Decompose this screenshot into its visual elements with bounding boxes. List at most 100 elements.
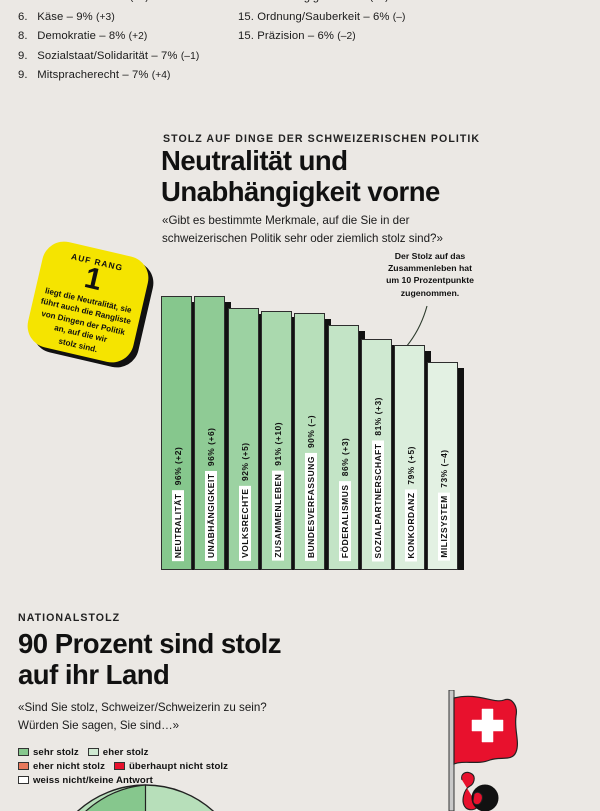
bar-value-label: 92% (+5) (239, 442, 250, 484)
ranking-list-item: 9. Sozialstaat/Solidarität – 7% (–1) (18, 47, 258, 67)
bar-slot: KONKORDANZ 79% (+5) (394, 282, 431, 570)
bar[interactable]: KONKORDANZ 79% (+5) (394, 345, 425, 570)
bar-shadow (458, 368, 464, 570)
ranking-rank: 9. (18, 49, 28, 62)
legend-item[interactable]: eher nicht stolz (18, 761, 105, 772)
bar[interactable]: MILIZSYSTEM 73% (–4) (427, 362, 458, 570)
badge-number: 1 (81, 261, 106, 298)
bar[interactable]: UNABHÄNGIGKEIT 96% (+6) (194, 296, 225, 570)
bar-label-stack: FÖDERALISMUS 86% (+3) (338, 436, 351, 561)
bar-slot: FÖDERALISMUS 86% (+3) (328, 282, 365, 570)
bar[interactable]: FÖDERALISMUS 86% (+3) (328, 325, 359, 570)
ranking-rank: 15. (238, 0, 254, 8)
bar-category-label: UNABHÄNGIGKEIT (204, 470, 217, 561)
bar-category-label: ZUSAMMENLEBEN (271, 471, 284, 561)
ranking-label: Ordnung/Sauberkeit – 6% (254, 10, 393, 23)
bar[interactable]: SOZIALPARTNERSCHAFT 81% (+3) (361, 339, 392, 570)
bar-category-label: VOLKSRECHTE (238, 485, 251, 561)
ranking-rank: 9. (18, 69, 28, 81)
chart-headline: Neutralität und Unabhängigkeit vorne (161, 145, 600, 207)
bar-label-stack: MILIZSYSTEM 73% (–4) (437, 447, 450, 561)
bottom-question-line2: Würden Sie sagen, Sie sind…» (18, 719, 180, 732)
chart-question-line1: «Gibt es bestimmte Merkmale, auf die Sie… (162, 214, 410, 227)
legend-label: sehr stolz (33, 746, 79, 758)
legend-swatch-icon (18, 762, 29, 770)
bar[interactable]: ZUSAMMENLEBEN 91% (+10) (261, 311, 292, 570)
bar-label-group: NEUTRALITÄT 96% (+2) (162, 445, 193, 561)
legend-item[interactable]: eher stolz (87, 747, 149, 758)
pie-svg (76, 784, 215, 811)
bar-category-label: MILIZSYSTEM (437, 492, 450, 561)
bar-slot: MILIZSYSTEM 73% (–4) (427, 282, 464, 570)
chart-kicker: STOLZ AUF DINGE DER SCHWEIZERISCHEN POLI… (163, 133, 481, 145)
legend-label: überhaupt nicht stolz (128, 760, 229, 772)
bottom-headline-line2: auf ihr Land (18, 659, 170, 690)
chart-headline-line2: Unabhängigkeit vorne (161, 176, 440, 207)
pie-legend: sehr stolz eher stolz eher nicht stolz über… (18, 745, 418, 787)
bar[interactable]: BUNDESVERFASSUNG 90% (–) (294, 313, 325, 570)
bar-category-label: NEUTRALITÄT (171, 490, 184, 561)
bar-chart: NEUTRALITÄT 96% (+2) UNABHÄNGIGKEIT 96% (… (161, 282, 464, 570)
ranking-rank: 6. (18, 0, 34, 8)
bar-category-value-text: FÖDERALISMUS 86% (+3) (338, 436, 351, 561)
bar-category-label: KONKORDANZ (404, 489, 417, 561)
bar-value-label: 91% (+10) (272, 422, 283, 470)
bar-slot: SOZIALPARTNERSCHAFT 81% (+3) (361, 282, 398, 570)
ranking-list-item: 8. Demokratie – 8% (+2) (18, 27, 258, 47)
ranking-rank: 8. (18, 30, 28, 42)
ranking-list-item: 15. Ordnung/Sauberkeit – 6% (–) (238, 8, 538, 28)
bar-value-label: 86% (+3) (339, 437, 350, 480)
ranking-label: Sozialstaat/Solidarität – 7% (34, 49, 181, 62)
bottom-headline: 90 Prozent sind stolz auf ihr Land (18, 628, 418, 690)
bar[interactable]: NEUTRALITÄT 96% (+2) (161, 296, 192, 570)
bar-label-group: UNABHÄNGIGKEIT 96% (+6) (195, 425, 226, 561)
bar-label-group: MILIZSYSTEM 73% (–4) (428, 447, 459, 561)
bar-category-value-text: UNABHÄNGIGKEIT 96% (+6) (204, 425, 217, 561)
annotation-line-2: Zusammenleben hat (388, 263, 472, 274)
ranking-delta: (+1) (130, 0, 149, 3)
legend-swatch-icon (87, 748, 99, 756)
bar-label-stack: SOZIALPARTNERSCHAFT 81% (+3) (371, 395, 384, 561)
legend-swatch-icon (18, 748, 29, 756)
flag-cross-icon (471, 708, 504, 743)
top-ranking-list: 6. Schokolade – 9% (+1)6. Käse – 9% (+3)… (0, 0, 600, 98)
ranking-delta: (–2) (337, 31, 356, 42)
bar-label-group: KONKORDANZ 79% (+5) (395, 444, 426, 561)
ranking-list-item: 15. Unabhängigkeit – 6% (+1) (238, 0, 538, 8)
bar-slot: BUNDESVERFASSUNG 90% (–) (294, 282, 331, 570)
badge-description: liegt die Neutralität, sie führt auch di… (26, 283, 140, 362)
bar-category-value-text: NEUTRALITÄT 96% (+2) (171, 445, 184, 561)
legend-item[interactable]: überhaupt nicht stolz (113, 760, 229, 772)
ranking-delta: (+1) (370, 0, 389, 3)
bar-value-label: 90% (–) (305, 415, 316, 452)
bar-category-label: FÖDERALISMUS (338, 481, 351, 561)
legend-item[interactable]: sehr stolz (18, 747, 79, 758)
bar-label-group: SOZIALPARTNERSCHAFT 81% (+3) (362, 395, 393, 561)
bar-category-value-text: BUNDESVERFASSUNG 90% (–) (304, 413, 317, 561)
bar[interactable]: VOLKSRECHTE 92% (+5) (228, 308, 259, 570)
bar-category-value-text: KONKORDANZ 79% (+5) (404, 444, 417, 561)
legend-row: sehr stolz eher stolz (18, 745, 418, 759)
ranking-list-item: 15. Präzision – 6% (–2) (238, 27, 538, 47)
ranking-rank: 15. (238, 10, 255, 23)
legend-label: eher nicht stolz (33, 760, 105, 772)
bar-category-label: BUNDESVERFASSUNG (304, 453, 317, 561)
bottom-question-line1: «Sind Sie stolz, Schweizer/Schweizerin z… (18, 701, 267, 714)
chart-annotation: Der Stolz auf das Zusammenleben hat um 1… (350, 250, 510, 299)
ranking-list-item: 6. Schokolade – 9% (+1) (18, 0, 258, 8)
national-pride-pie-chart (38, 778, 253, 811)
bar-category-value-text: ZUSAMMENLEBEN 91% (+10) (271, 420, 284, 561)
bar-label-stack: ZUSAMMENLEBEN 91% (+10) (271, 420, 284, 561)
ranking-rank: 15. (238, 30, 255, 42)
bar-slot: ZUSAMMENLEBEN 91% (+10) (261, 282, 298, 570)
bar-slot: NEUTRALITÄT 96% (+2) (161, 282, 198, 570)
bar-label-stack: BUNDESVERFASSUNG 90% (–) (304, 413, 317, 561)
ranking-delta: (+4) (151, 70, 171, 81)
legend-item[interactable]: weiss nicht/keine Antwort (18, 775, 153, 786)
bar-label-group: BUNDESVERFASSUNG 90% (–) (295, 413, 326, 561)
legend-swatch-icon (113, 762, 125, 770)
bottom-kicker: NATIONALSTOLZ (18, 612, 121, 624)
bar-value-label: 81% (+3) (372, 396, 383, 439)
bar-category-value-text: VOLKSRECHTE 92% (+5) (238, 440, 251, 561)
